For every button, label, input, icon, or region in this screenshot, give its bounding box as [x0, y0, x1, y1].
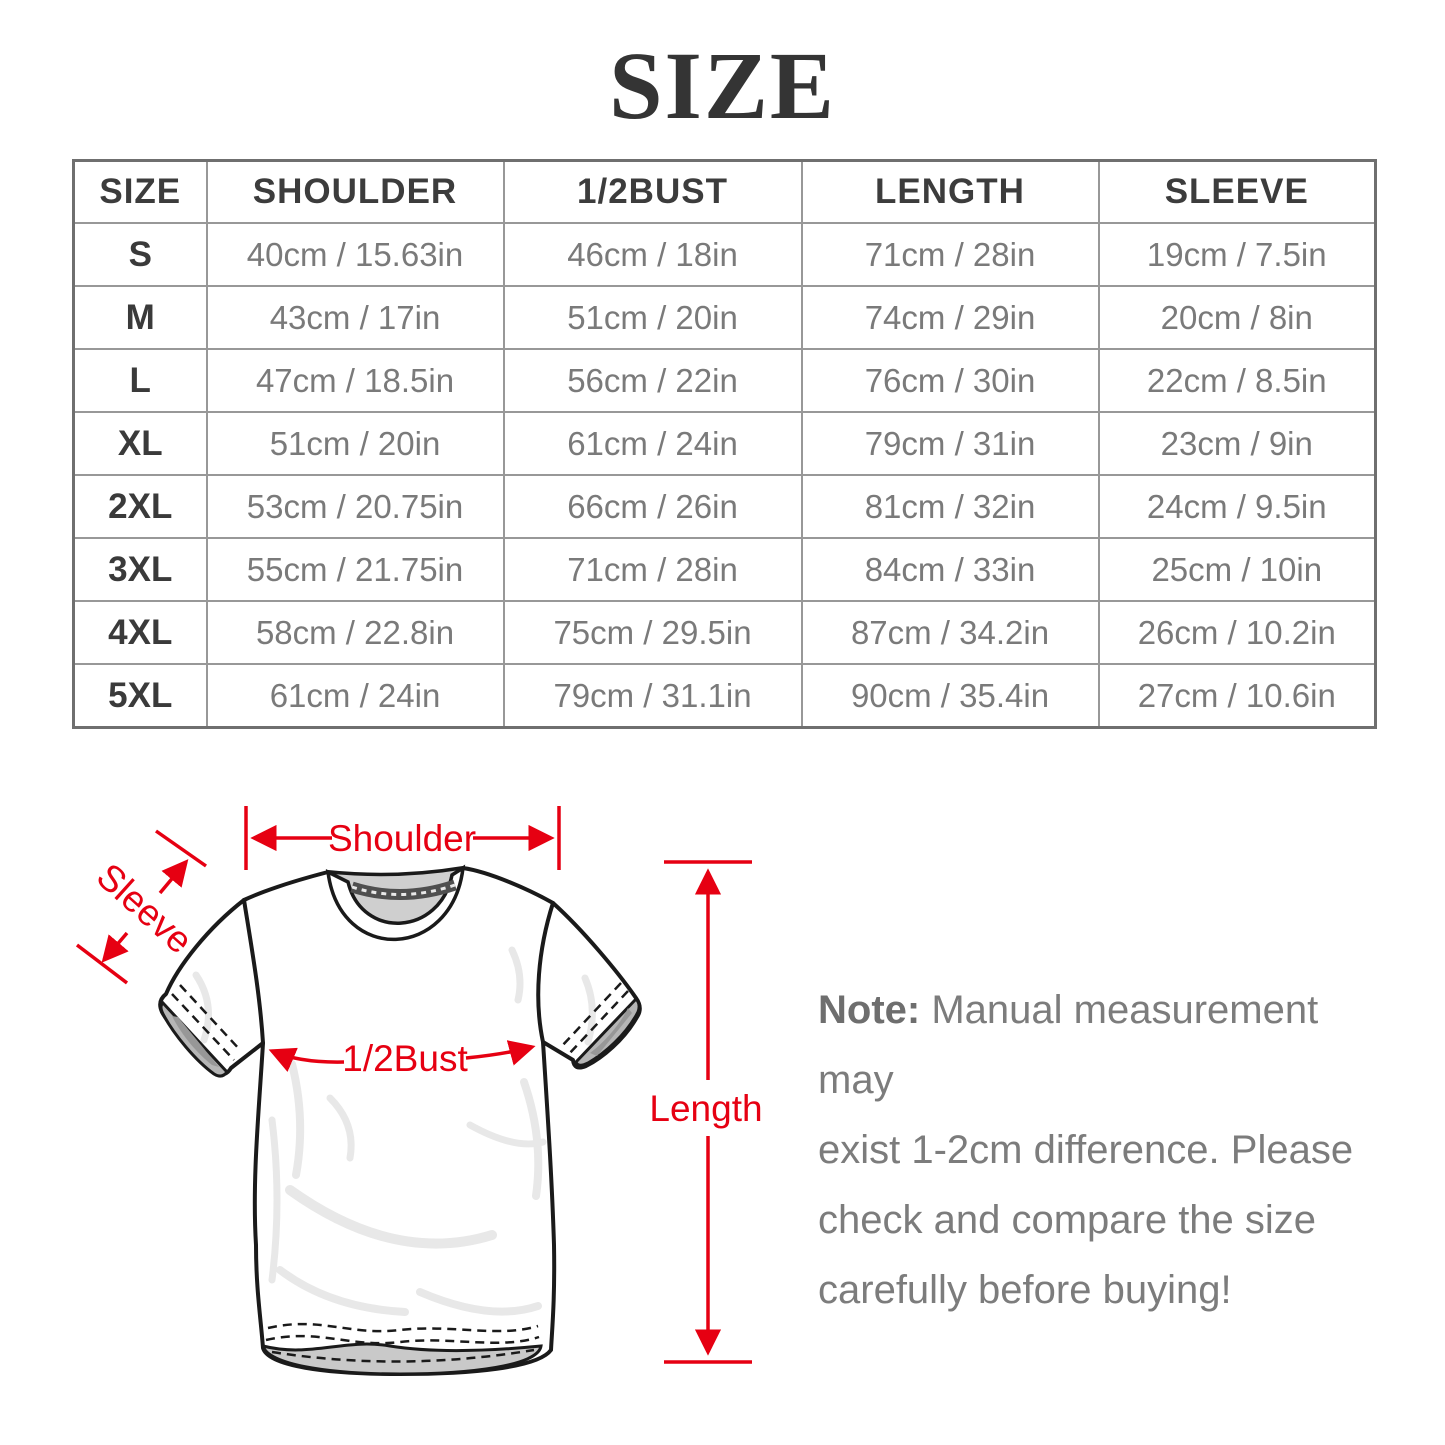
row-size-label: 4XL — [72, 600, 208, 665]
note-label: Note: — [818, 988, 921, 1032]
table-row: 5XL 61cm / 24in 79cm / 31.1in 90cm / 35.… — [72, 663, 1377, 729]
row-size-label: 5XL — [72, 663, 208, 729]
row-size-label: S — [72, 222, 208, 287]
shoulder-label: Shoulder — [328, 818, 476, 859]
right-cuff — [560, 982, 641, 1067]
table-row: 3XL 55cm / 21.75in 71cm / 28in 84cm / 33… — [72, 537, 1377, 602]
header-cell-size: SIZE — [72, 159, 208, 224]
shoulder-value: 40cm / 15.63in — [205, 222, 505, 287]
size-table-body: S 40cm / 15.63in 46cm / 18in 71cm / 28in… — [72, 222, 1377, 729]
hem-band — [260, 1342, 543, 1376]
sleeve-annotation: Sleeve — [75, 829, 208, 985]
row-size-label: 3XL — [72, 537, 208, 602]
note-line: exist 1-2cm difference. Please — [818, 1128, 1354, 1172]
sleeve-value: 19cm / 7.5in — [1097, 222, 1377, 287]
length-label: Length — [649, 1088, 762, 1129]
right-cuff-shadow — [590, 1008, 632, 1056]
sleeve-value: 24cm / 9.5in — [1097, 474, 1377, 539]
row-size-label: XL — [72, 411, 208, 476]
bust-value: 75cm / 29.5in — [502, 600, 803, 665]
table-row: 4XL 58cm / 22.8in 75cm / 29.5in 87cm / 3… — [72, 600, 1377, 665]
sleeve-value: 23cm / 9in — [1097, 411, 1377, 476]
bust-value: 79cm / 31.1in — [502, 663, 803, 729]
left-cuff — [159, 984, 242, 1078]
collar-rib-band — [325, 864, 466, 942]
bust-value: 56cm / 22in — [502, 348, 803, 413]
table-row: L 47cm / 18.5in 56cm / 22in 76cm / 30in … — [72, 348, 1377, 413]
bust-value: 46cm / 18in — [502, 222, 803, 287]
shoulder-value: 58cm / 22.8in — [205, 600, 505, 665]
collar-tape-stitch — [351, 883, 456, 897]
shoulder-annotation: Shoulder — [244, 806, 561, 870]
left-cuff-shadow — [172, 1016, 219, 1067]
row-size-label: M — [72, 285, 208, 350]
note-line: Note: Manual measurement may — [818, 988, 1319, 1102]
hem — [260, 1322, 543, 1376]
sleeve-value: 27cm / 10.6in — [1097, 663, 1377, 729]
length-value: 71cm / 28in — [800, 222, 1100, 287]
right-cuff-face — [574, 996, 641, 1067]
note-line: check and compare the size — [818, 1198, 1317, 1242]
right-armhole-seam — [536, 901, 555, 1044]
collar-tape — [350, 879, 457, 901]
page-title: SIZE — [609, 32, 836, 139]
bust-annotation: 1/2Bust — [268, 1038, 536, 1079]
sleeve-value: 20cm / 8in — [1097, 285, 1377, 350]
measurement-note: Note: Manual measurement may exist 1-2cm… — [818, 975, 1398, 1325]
collar — [325, 864, 466, 942]
shoulder-value: 47cm / 18.5in — [205, 348, 505, 413]
collar-inside-back — [327, 866, 464, 925]
shoulder-value: 53cm / 20.75in — [205, 474, 505, 539]
header-cell-shoulder: SHOULDER — [205, 159, 505, 224]
shoulder-value: 43cm / 17in — [205, 285, 505, 350]
length-value: 76cm / 30in — [800, 348, 1100, 413]
left-armhole-seam — [242, 898, 265, 1045]
header-cell-sleeve: SLEEVE — [1097, 159, 1377, 224]
length-value: 79cm / 31in — [800, 411, 1100, 476]
sleeve-label: Sleeve — [89, 855, 201, 961]
table-row: 2XL 53cm / 20.75in 66cm / 26in 81cm / 32… — [72, 474, 1377, 539]
length-value: 74cm / 29in — [800, 285, 1100, 350]
bust-label: 1/2Bust — [342, 1038, 468, 1079]
length-value: 87cm / 34.2in — [800, 600, 1100, 665]
wrinkle-shading — [192, 946, 596, 1316]
length-value: 84cm / 33in — [800, 537, 1100, 602]
tshirt-illustration — [158, 864, 642, 1376]
left-cuff-face — [159, 1000, 229, 1078]
table-row: S 40cm / 15.63in 46cm / 18in 71cm / 28in… — [72, 222, 1377, 287]
bust-value: 61cm / 24in — [502, 411, 803, 476]
header-cell-length: LENGTH — [800, 159, 1100, 224]
sleeve-value: 22cm / 8.5in — [1097, 348, 1377, 413]
bust-value: 51cm / 20in — [502, 285, 803, 350]
note-line: carefully before buying! — [818, 1268, 1232, 1312]
length-annotation: Length — [649, 860, 763, 1364]
sleeve-value: 26cm / 10.2in — [1097, 600, 1377, 665]
shoulder-value: 61cm / 24in — [205, 663, 505, 729]
tshirt-body-outline — [158, 866, 642, 1376]
length-value: 90cm / 35.4in — [800, 663, 1100, 729]
sleeve-value: 25cm / 10in — [1097, 537, 1377, 602]
size-table: SIZE SHOULDER 1/2BUST LENGTH SLEEVE S 40… — [72, 159, 1377, 729]
shoulder-value: 55cm / 21.75in — [205, 537, 505, 602]
table-header-row: SIZE SHOULDER 1/2BUST LENGTH SLEEVE — [72, 159, 1377, 224]
row-size-label: L — [72, 348, 208, 413]
table-row: M 43cm / 17in 51cm / 20in 74cm / 29in 20… — [72, 285, 1377, 350]
header-cell-bust: 1/2BUST — [502, 159, 803, 224]
row-size-label: 2XL — [72, 474, 208, 539]
table-row: XL 51cm / 20in 61cm / 24in 79cm / 31in 2… — [72, 411, 1377, 476]
length-value: 81cm / 32in — [800, 474, 1100, 539]
bust-value: 71cm / 28in — [502, 537, 803, 602]
bust-value: 66cm / 26in — [502, 474, 803, 539]
shoulder-value: 51cm / 20in — [205, 411, 505, 476]
